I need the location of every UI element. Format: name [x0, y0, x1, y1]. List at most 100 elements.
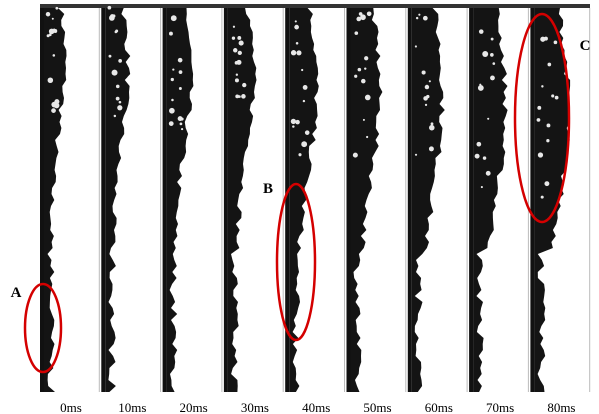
speckle: [234, 78, 239, 83]
speckle: [108, 54, 112, 58]
speckle: [178, 86, 182, 90]
speckle: [47, 77, 54, 84]
frames: 0ms 10ms 20ms 30ms 40ms 50ms 60ms 70ms 80ms: [40, 4, 591, 414]
frame-label: 30ms: [241, 400, 269, 414]
frame-label: 40ms: [302, 400, 330, 414]
speckle: [547, 62, 552, 67]
liquid-film: [227, 8, 257, 392]
liquid-film: [534, 8, 571, 392]
top-edge: [40, 4, 590, 8]
speckle: [242, 82, 247, 88]
speckle: [51, 108, 56, 113]
liquid-film: [289, 8, 319, 392]
frame-label: 80ms: [547, 400, 575, 414]
speckle: [482, 156, 487, 160]
speckle: [541, 85, 544, 88]
speckle: [537, 152, 544, 158]
speckle: [177, 57, 183, 63]
speckle: [295, 119, 300, 125]
speckle: [233, 48, 238, 53]
speckle: [295, 41, 299, 45]
speckle: [357, 67, 362, 72]
speckle: [117, 105, 123, 111]
highlight-b: [275, 182, 317, 342]
speckle: [292, 125, 295, 128]
frame-label: 20ms: [180, 400, 208, 414]
speckle: [171, 98, 174, 102]
frame-label: 50ms: [363, 400, 391, 414]
speckle: [235, 73, 239, 76]
speckle: [366, 11, 372, 17]
annotation-label: A: [11, 285, 22, 301]
speckle: [474, 153, 480, 159]
wall: [530, 8, 535, 392]
speckle: [478, 29, 484, 34]
speckle: [485, 170, 491, 176]
speckle: [546, 139, 550, 143]
speckle: [477, 85, 484, 91]
speckle: [302, 99, 306, 103]
wall: [40, 8, 44, 392]
speckle: [352, 152, 358, 158]
speckle: [354, 74, 358, 78]
speckle: [540, 195, 544, 199]
speckle: [356, 16, 362, 22]
speckle: [48, 28, 55, 35]
speckle: [354, 31, 359, 35]
speckle: [301, 141, 308, 148]
wall: [285, 8, 290, 392]
speckle: [237, 36, 242, 40]
speckle: [551, 94, 555, 98]
speckle: [364, 94, 371, 101]
annotation-label: C: [580, 38, 591, 54]
speckle: [302, 85, 308, 90]
liquid-film: [44, 8, 67, 392]
highlight-a: [23, 282, 63, 374]
speckle: [51, 17, 54, 20]
speckle: [364, 56, 369, 61]
speckle: [231, 36, 236, 40]
liquid-film: [166, 8, 194, 392]
speckle: [361, 78, 366, 84]
speckle: [422, 15, 428, 21]
speckle: [169, 107, 175, 114]
speckle: [358, 12, 363, 16]
speckle: [304, 130, 310, 135]
speckle: [55, 6, 59, 10]
speckle: [294, 24, 299, 30]
speckle: [180, 127, 184, 131]
speckle: [111, 69, 118, 76]
speckle: [45, 11, 51, 17]
speckle: [429, 124, 435, 131]
frame-label: 10ms: [118, 400, 146, 414]
liquid-film: [105, 8, 131, 392]
speckle: [421, 70, 426, 75]
speckle: [426, 94, 430, 99]
speckle: [490, 37, 494, 41]
speckle: [298, 153, 302, 157]
speckle: [294, 20, 297, 23]
speckle: [180, 117, 184, 121]
speckle: [544, 181, 550, 187]
highlight-c: [513, 12, 571, 224]
speckle: [290, 50, 297, 56]
speckle: [487, 117, 490, 120]
speckle: [554, 95, 559, 100]
frame-label: 0ms: [60, 400, 82, 414]
speckle: [118, 100, 122, 104]
speckle: [235, 94, 240, 99]
speckle: [109, 15, 115, 21]
speckle: [490, 53, 494, 57]
wall: [469, 8, 474, 392]
speckle: [301, 68, 304, 72]
speckle: [48, 33, 52, 37]
wall: [223, 8, 228, 392]
speckle: [114, 30, 118, 34]
speckle: [543, 36, 548, 41]
speckle: [428, 146, 434, 152]
speckle: [170, 77, 174, 82]
speckle: [482, 51, 489, 57]
speckle: [546, 123, 551, 128]
speckle: [237, 50, 242, 56]
speckle: [430, 122, 434, 126]
